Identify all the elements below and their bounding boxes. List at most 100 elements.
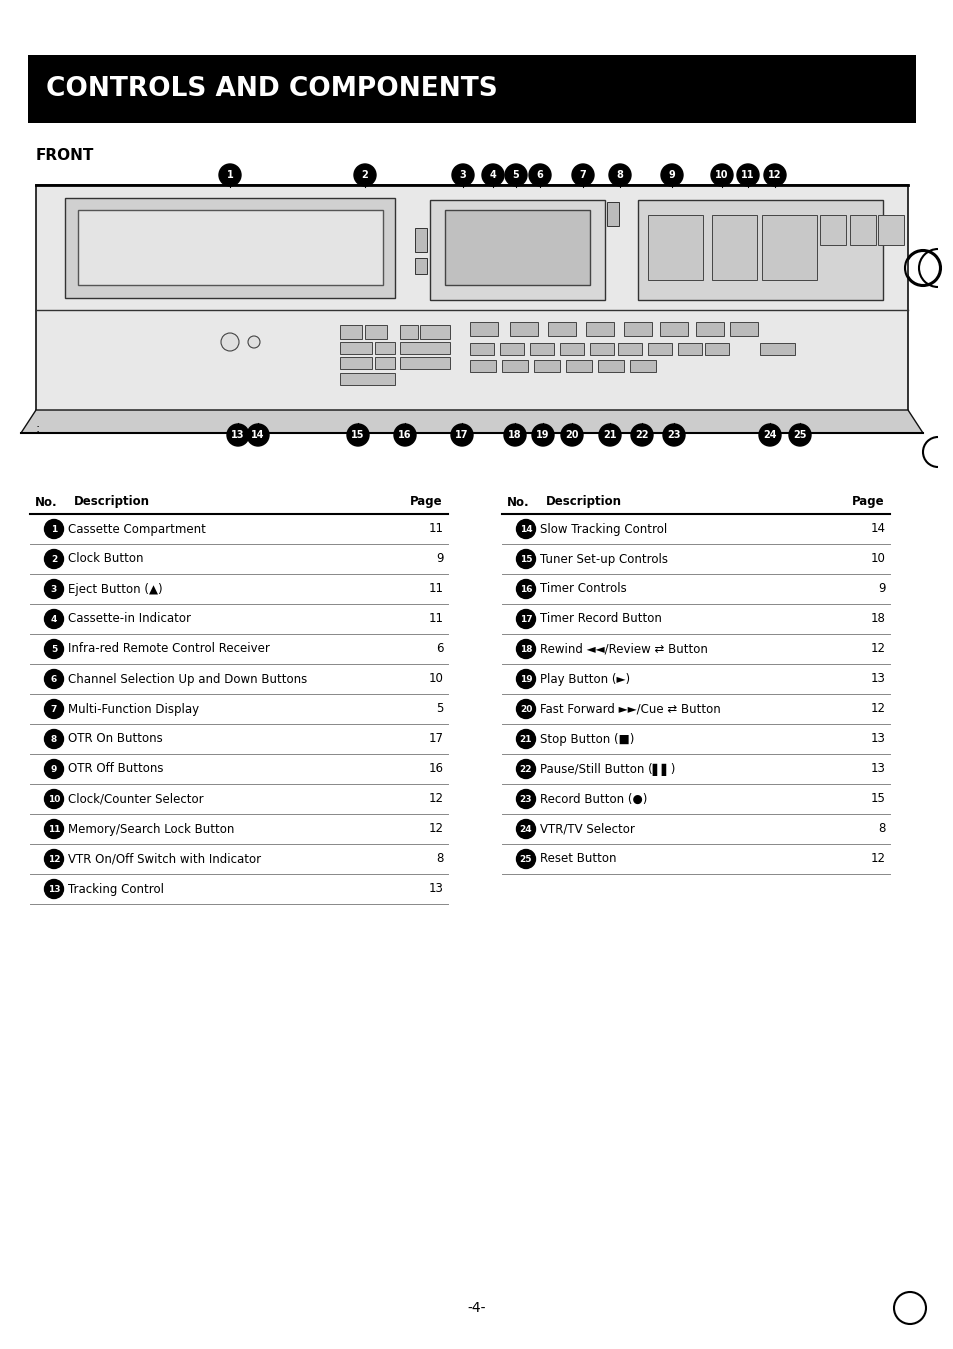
Bar: [470, 322, 497, 336]
Text: 21: 21: [602, 430, 616, 440]
Text: Page: Page: [851, 495, 884, 509]
Circle shape: [347, 424, 369, 447]
Bar: [339, 343, 372, 353]
Bar: [623, 322, 651, 336]
Text: 11: 11: [429, 522, 443, 536]
Text: 25: 25: [519, 854, 532, 863]
Text: 13: 13: [870, 762, 885, 776]
Bar: [339, 357, 372, 370]
Text: OTR Off Buttons: OTR Off Buttons: [68, 762, 163, 776]
Circle shape: [227, 424, 249, 447]
Text: 13: 13: [231, 430, 245, 440]
Bar: [399, 325, 417, 339]
Text: 24: 24: [762, 430, 776, 440]
Text: Channel Selection Up and Down Buttons: Channel Selection Up and Down Buttons: [68, 673, 307, 685]
Text: 9: 9: [436, 553, 443, 565]
Circle shape: [45, 850, 64, 869]
Circle shape: [516, 730, 535, 749]
Bar: [499, 343, 523, 355]
Bar: [78, 210, 382, 285]
Text: 4: 4: [51, 615, 57, 623]
Text: 14: 14: [870, 522, 885, 536]
Text: 6: 6: [536, 170, 543, 179]
Text: OTR On Buttons: OTR On Buttons: [68, 733, 163, 746]
Text: Reset Button: Reset Button: [539, 853, 616, 866]
Text: Timer Controls: Timer Controls: [539, 583, 626, 595]
Bar: [585, 322, 614, 336]
Text: Pause/Still Button (▌▌): Pause/Still Button (▌▌): [539, 762, 675, 776]
Bar: [399, 357, 450, 370]
Text: VTR On/Off Switch with Indicator: VTR On/Off Switch with Indicator: [68, 853, 261, 866]
Text: 17: 17: [519, 615, 532, 623]
Circle shape: [905, 251, 939, 285]
Circle shape: [452, 165, 474, 186]
Circle shape: [247, 424, 269, 447]
Text: Clock Button: Clock Button: [68, 553, 143, 565]
Text: Infra-red Remote Control Receiver: Infra-red Remote Control Receiver: [68, 642, 270, 656]
Text: CONTROLS AND COMPONENTS: CONTROLS AND COMPONENTS: [46, 76, 497, 103]
Circle shape: [788, 424, 810, 447]
Bar: [530, 343, 554, 355]
Text: 5: 5: [512, 170, 518, 179]
Circle shape: [219, 165, 241, 186]
Text: 6: 6: [51, 674, 57, 684]
Text: 25: 25: [792, 430, 806, 440]
Text: 10: 10: [870, 553, 885, 565]
Bar: [606, 202, 618, 227]
Text: 20: 20: [519, 704, 532, 714]
Circle shape: [504, 165, 526, 186]
Text: 1: 1: [51, 525, 57, 533]
Bar: [470, 343, 494, 355]
Text: 12: 12: [870, 642, 885, 656]
Circle shape: [529, 165, 551, 186]
Circle shape: [516, 610, 535, 629]
Text: FRONT: FRONT: [36, 147, 94, 162]
Circle shape: [45, 610, 64, 629]
Text: 16: 16: [519, 584, 532, 594]
Text: 3: 3: [51, 584, 57, 594]
Text: Timer Record Button: Timer Record Button: [539, 612, 661, 626]
Text: 5: 5: [51, 645, 57, 653]
Text: 2: 2: [361, 170, 368, 179]
Text: 8: 8: [878, 823, 885, 835]
Text: 12: 12: [429, 823, 443, 835]
Circle shape: [394, 424, 416, 447]
Text: 11: 11: [429, 612, 443, 626]
Bar: [711, 214, 757, 281]
Circle shape: [45, 789, 64, 808]
Bar: [501, 360, 527, 372]
Text: 12: 12: [429, 792, 443, 805]
Circle shape: [45, 880, 64, 898]
Text: No.: No.: [35, 495, 57, 509]
Circle shape: [516, 549, 535, 568]
Circle shape: [45, 759, 64, 778]
Bar: [849, 214, 875, 246]
Circle shape: [221, 333, 239, 351]
Circle shape: [572, 165, 594, 186]
Text: 12: 12: [48, 854, 60, 863]
Text: 1: 1: [227, 170, 233, 179]
Bar: [339, 374, 395, 384]
Circle shape: [503, 424, 525, 447]
Polygon shape: [21, 410, 923, 433]
Circle shape: [354, 165, 375, 186]
Text: Eject Button (▲): Eject Button (▲): [68, 583, 162, 595]
Bar: [339, 325, 361, 339]
Circle shape: [763, 165, 785, 186]
Circle shape: [630, 424, 652, 447]
Text: 13: 13: [870, 733, 885, 746]
Text: Stop Button (■): Stop Button (■): [539, 733, 634, 746]
Bar: [598, 360, 623, 372]
Bar: [375, 343, 395, 353]
Text: Record Button (●): Record Button (●): [539, 792, 647, 805]
Text: 7: 7: [51, 704, 57, 714]
Bar: [365, 325, 387, 339]
Text: 13: 13: [870, 673, 885, 685]
Text: Memory/Search Lock Button: Memory/Search Lock Button: [68, 823, 234, 835]
Circle shape: [45, 700, 64, 719]
Circle shape: [516, 580, 535, 599]
Text: 11: 11: [740, 170, 754, 179]
Text: 23: 23: [519, 795, 532, 804]
Bar: [629, 360, 656, 372]
Text: 15: 15: [519, 554, 532, 564]
